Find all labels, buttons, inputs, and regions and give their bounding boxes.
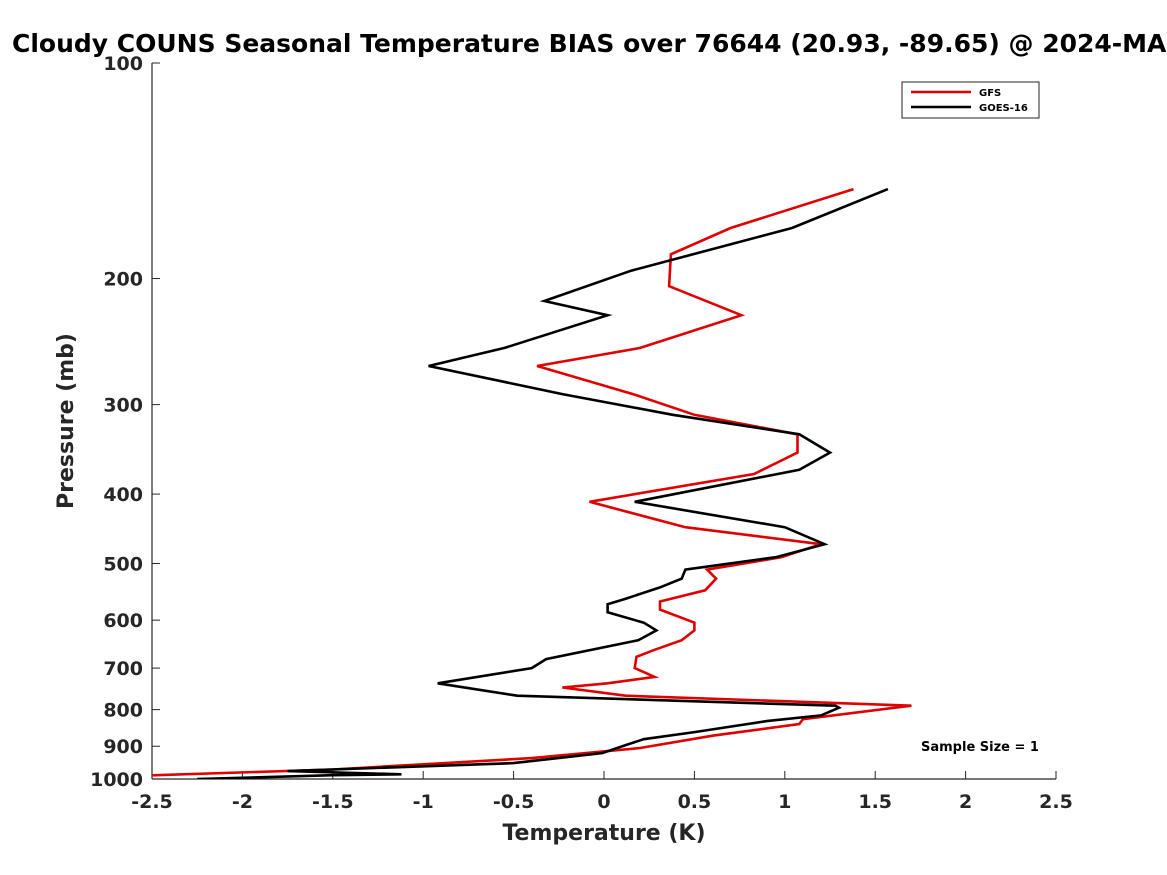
x-tick-label: 1: [778, 791, 791, 813]
y-tick-label: 100: [103, 53, 143, 75]
x-tick-label: -1.5: [312, 791, 354, 813]
y-tick-label: 900: [103, 736, 143, 758]
x-axis-label: Temperature (K): [502, 821, 705, 846]
x-tick-label: 1.5: [858, 791, 892, 813]
y-tick-label: 600: [103, 610, 143, 632]
x-tick-label: 2.5: [1039, 791, 1073, 813]
y-tick-label: 300: [103, 395, 143, 417]
series-line-goes16: [197, 187, 889, 779]
x-tick-label: -0.5: [493, 791, 535, 813]
series-group: [152, 187, 912, 779]
series-line-gfs: [152, 187, 912, 777]
y-ticks: 100 200 300 400 500 600 700 800 900 1000: [90, 53, 160, 791]
y-tick-label: 700: [103, 658, 143, 680]
legend-box: [901, 81, 1040, 119]
x-tick-label: 2: [959, 791, 972, 813]
legend-gfs-label: GFS: [979, 88, 1001, 99]
x-ticks: -2.5 -2 -1.5 -1 -0.5 0 0.5 1 1.5 2 2.5: [131, 771, 1073, 813]
y-tick-label: 400: [103, 484, 143, 506]
y-axis-label: Pressure (mb): [54, 333, 79, 509]
x-tick-label: -1: [413, 791, 434, 813]
y-tick-label: 1000: [90, 769, 143, 791]
legend-goes16-label: GOES-16: [979, 103, 1028, 114]
y-tick-label: 200: [103, 269, 143, 291]
x-tick-label: -2.5: [131, 791, 173, 813]
x-tick-label: 0: [597, 791, 610, 813]
chart-title: Cloudy COUNS Seasonal Temperature BIAS o…: [12, 29, 1167, 58]
sample-size-annotation: Sample Size = 1: [921, 740, 1039, 755]
y-tick-label: 500: [103, 553, 143, 575]
x-tick-label: -2: [232, 791, 253, 813]
legend: GFS GOES-16: [901, 81, 1040, 119]
y-tick-label: 800: [103, 700, 143, 722]
x-tick-label: 0.5: [678, 791, 712, 813]
